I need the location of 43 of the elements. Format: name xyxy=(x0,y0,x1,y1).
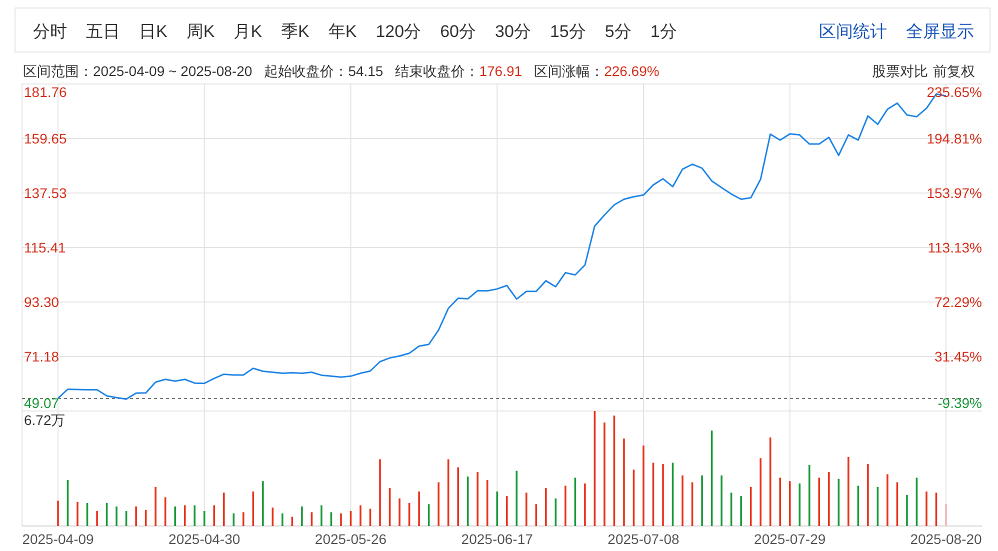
y-tick-label: 137.53 xyxy=(24,184,68,201)
x-tick-label: 2025-08-20 xyxy=(910,531,982,547)
text: 月K xyxy=(234,22,263,41)
text: 起始收盘价：54.15 xyxy=(264,63,384,79)
text: 15分 xyxy=(550,22,586,41)
y2-tick-label: 72.29% xyxy=(934,294,982,310)
text: 日K xyxy=(139,22,168,41)
x-tick-label: 2025-05-26 xyxy=(314,531,387,547)
y-tick-label: 71.18 xyxy=(24,348,60,364)
y2-tick-label: 153.97% xyxy=(926,184,982,201)
text: 120分 xyxy=(376,22,422,41)
text: 股票对比 xyxy=(872,63,928,79)
text: 区间统计 xyxy=(819,22,887,41)
text: 年K xyxy=(328,22,358,41)
y-tick-label: 115.41 xyxy=(24,239,66,256)
text: 30分 xyxy=(495,22,531,41)
text: 5分 xyxy=(604,22,632,41)
x-tick-label: 2025-04-09 xyxy=(22,531,94,547)
x-tick-label: 2025-06-17 xyxy=(461,531,534,547)
y2-tick-label: 113.13% xyxy=(928,239,982,256)
text: 结束收盘价：176.91 xyxy=(395,63,522,79)
text: 五日 xyxy=(86,22,120,41)
text: 区间范围：2025-04-09 ~ 2025-08-20 xyxy=(23,63,252,79)
y-tick-label: 181.76 xyxy=(24,84,68,100)
y-tick-label: 49.07 xyxy=(24,394,60,411)
text: 季K xyxy=(281,22,310,41)
x-tick-label: 2025-07-29 xyxy=(754,531,826,547)
text: 分时 xyxy=(33,22,67,41)
x-tick-label: 2025-07-08 xyxy=(608,531,680,547)
y2-tick-label: 31.45% xyxy=(934,348,982,364)
annotation: 6.72万 xyxy=(24,412,66,428)
y2-tick-label: 235.65% xyxy=(926,84,982,100)
y2-tick-label: 194.81% xyxy=(926,130,982,146)
text: 区间涨幅：226.69% xyxy=(534,63,660,79)
text: 60分 xyxy=(440,22,476,41)
text: 前复权 xyxy=(933,63,975,79)
text: 全屏显示 xyxy=(906,22,974,41)
x-tick-label: 2025-04-30 xyxy=(168,531,240,547)
y2-tick-label: -9.39% xyxy=(938,394,982,411)
y-tick-label: 159.65 xyxy=(24,130,68,146)
y-tick-label: 93.30 xyxy=(24,294,60,310)
text: 1分 xyxy=(650,22,677,41)
text: 周K xyxy=(186,22,216,41)
